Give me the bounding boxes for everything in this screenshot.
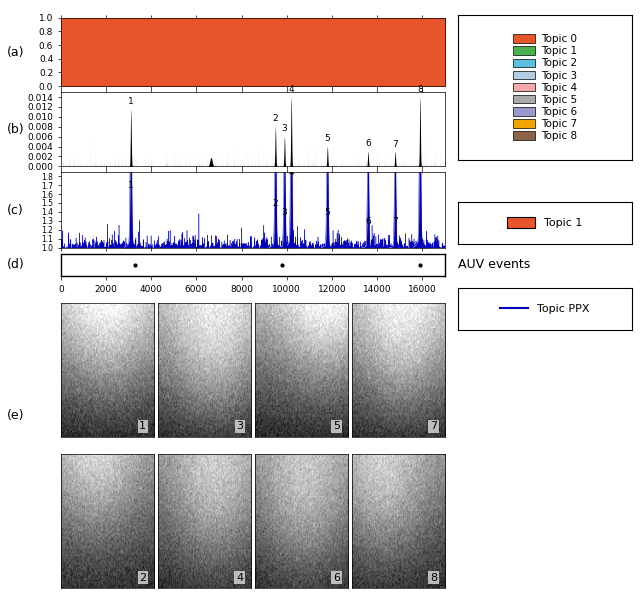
Text: 8: 8: [430, 573, 437, 583]
Text: 2: 2: [139, 573, 147, 583]
Text: 6: 6: [365, 139, 371, 148]
Text: 1: 1: [128, 97, 134, 106]
Text: 5: 5: [324, 134, 330, 143]
Text: 7: 7: [392, 140, 398, 149]
Text: (a): (a): [6, 46, 24, 59]
Text: 3: 3: [282, 208, 287, 217]
Text: (b): (b): [6, 123, 24, 136]
Text: 1: 1: [128, 181, 134, 191]
Text: 6: 6: [365, 217, 371, 226]
Text: 5: 5: [333, 421, 340, 431]
Text: 2: 2: [273, 200, 278, 208]
Text: 5: 5: [324, 208, 330, 217]
Text: 4: 4: [236, 573, 243, 583]
Text: 4: 4: [289, 168, 294, 177]
Text: AUV events: AUV events: [458, 258, 530, 271]
Legend: Topic 0, Topic 1, Topic 2, Topic 3, Topic 4, Topic 5, Topic 6, Topic 7, Topic 8: Topic 0, Topic 1, Topic 2, Topic 3, Topi…: [509, 31, 580, 144]
Text: 3: 3: [236, 421, 243, 431]
Text: (c): (c): [6, 204, 23, 217]
Text: 7: 7: [430, 421, 437, 431]
Text: 1: 1: [140, 421, 147, 431]
Text: 8: 8: [417, 163, 423, 173]
Text: 2: 2: [273, 114, 278, 124]
Legend: Topic PPX: Topic PPX: [495, 299, 594, 318]
Text: 6: 6: [333, 573, 340, 583]
Text: 8: 8: [417, 84, 423, 94]
Text: 7: 7: [392, 217, 398, 226]
Text: 3: 3: [282, 124, 287, 133]
Text: (e): (e): [6, 409, 24, 422]
Text: (d): (d): [6, 258, 24, 271]
Legend: Topic 1: Topic 1: [502, 213, 587, 233]
Text: 4: 4: [289, 84, 294, 94]
